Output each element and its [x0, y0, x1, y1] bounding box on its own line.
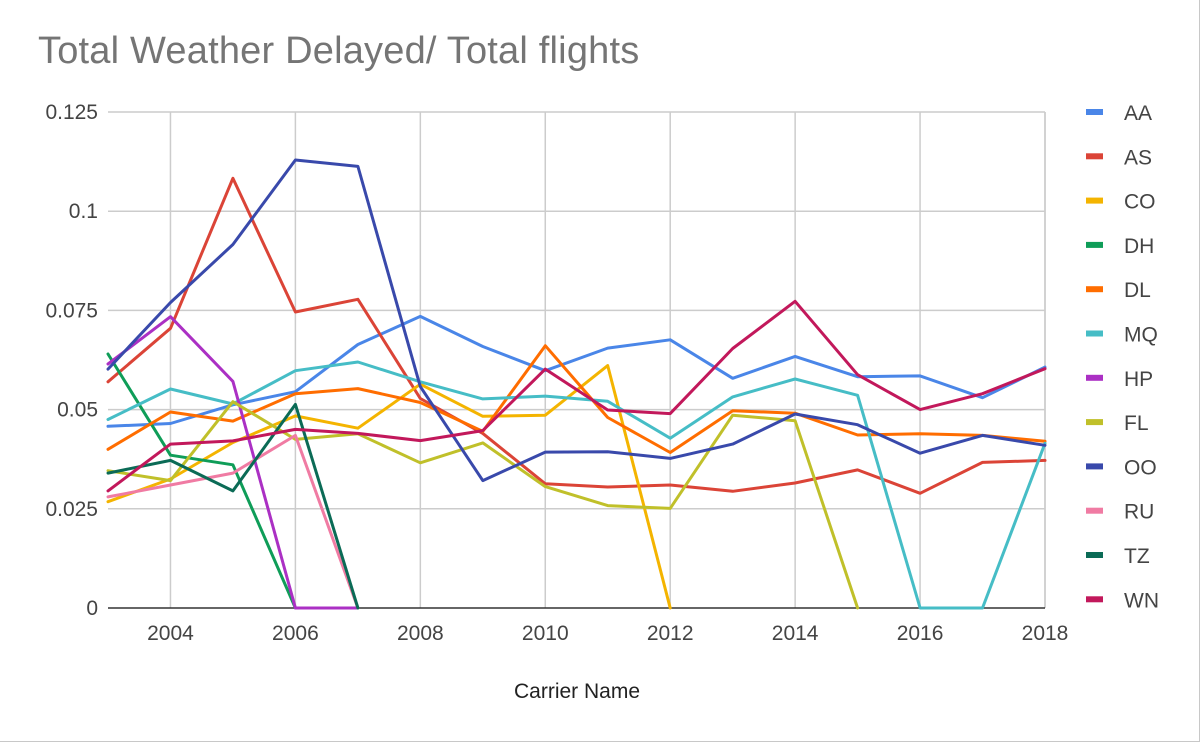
y-tick-label: 0: [86, 597, 98, 620]
x-axis-ticks: 2004 2006 2008 2010 2012 2014 2016 2018: [147, 622, 1068, 645]
x-tick-label: 2006: [272, 622, 319, 645]
series-line-wn: [106, 299, 1047, 493]
legend-swatch-dh: [1086, 241, 1103, 248]
series-line-tz: [106, 402, 360, 610]
x-tick-label: 2010: [522, 622, 569, 645]
legend-swatch-oo: [1086, 463, 1103, 470]
legend-swatch-ru: [1086, 507, 1103, 514]
legend-swatch-dl: [1086, 286, 1103, 293]
legend-swatch-tz: [1086, 552, 1103, 558]
legend-label-dh: DH: [1124, 235, 1154, 258]
x-tick-label: 2016: [897, 622, 944, 645]
legend-swatch-fl: [1086, 419, 1103, 426]
series-line-aa: [106, 314, 1047, 428]
series-line-ru: [106, 433, 360, 610]
series-line-hp: [106, 315, 360, 610]
legend-label-co: CO: [1124, 191, 1156, 214]
legend-swatch-co: [1086, 197, 1103, 204]
y-tick-label: 0.05: [57, 399, 98, 422]
x-tick-label: 2014: [772, 622, 819, 645]
series-line-fl: [106, 400, 860, 610]
legend-label-wn: WN: [1124, 589, 1159, 612]
legend-swatch-aa: [1086, 109, 1103, 115]
grid-lines: [108, 111, 1046, 608]
legend-label-oo: OO: [1124, 456, 1157, 479]
legend: AA AS CO DH DL MQ HP FL OO RU TZ WN: [1086, 102, 1159, 612]
legend-label-ru: RU: [1124, 501, 1154, 524]
legend-label-tz: TZ: [1124, 545, 1150, 568]
series-line-as: [106, 176, 1047, 495]
legend-label-mq: MQ: [1124, 324, 1158, 347]
series-lines: [106, 158, 1047, 610]
x-tick-label: 2018: [1022, 622, 1069, 645]
series-line-dh: [106, 352, 297, 610]
legend-swatch-mq: [1086, 330, 1103, 337]
y-tick-label: 0.075: [45, 299, 98, 322]
legend-label-fl: FL: [1124, 412, 1149, 435]
legend-label-as: AS: [1124, 146, 1152, 169]
legend-label-aa: AA: [1124, 102, 1152, 125]
chart-title: Total Weather Delayed/ Total flights: [38, 30, 640, 72]
legend-swatch-as: [1086, 153, 1103, 160]
series-line-dl: [106, 344, 1047, 454]
legend-label-hp: HP: [1124, 368, 1153, 391]
series-line-oo: [106, 158, 1047, 483]
series-line-mq: [106, 360, 1047, 610]
y-tick-label: 0.125: [45, 101, 98, 124]
y-axis-ticks: 0 0.025 0.05 0.075 0.1 0.125: [45, 101, 98, 620]
x-tick-label: 2008: [397, 622, 444, 645]
x-tick-label: 2012: [647, 622, 694, 645]
y-tick-label: 0.1: [69, 200, 98, 223]
legend-label-dl: DL: [1124, 279, 1151, 302]
legend-swatch-hp: [1086, 374, 1103, 381]
y-tick-label: 0.025: [45, 498, 98, 521]
legend-swatch-wn: [1086, 596, 1103, 603]
x-tick-label: 2004: [147, 622, 194, 645]
x-axis-title: Carrier Name: [514, 680, 640, 703]
